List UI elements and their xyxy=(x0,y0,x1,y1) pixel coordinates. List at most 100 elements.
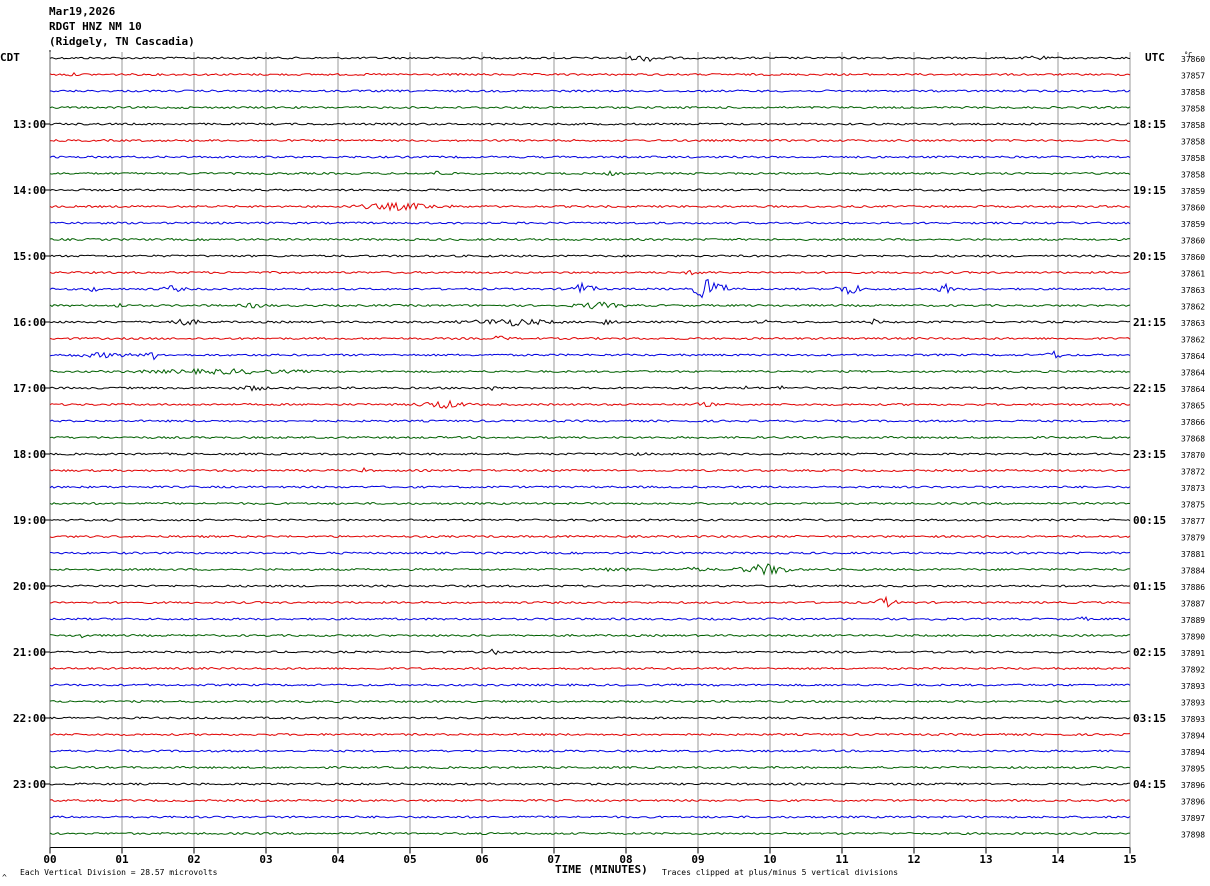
trace-label: 37860 xyxy=(1181,204,1205,213)
trace-label: 37868 xyxy=(1181,435,1205,444)
trace-line xyxy=(49,648,1131,656)
trace-label: 37870 xyxy=(1181,451,1205,460)
trace-line xyxy=(49,683,1131,687)
trace-label: 37860 xyxy=(1181,253,1205,262)
x-tick-label: 04 xyxy=(331,853,345,866)
trace-label: 37858 xyxy=(1181,154,1205,163)
right-time-label: 04:15 xyxy=(1133,778,1166,791)
right-time-label: 00:15 xyxy=(1133,514,1166,527)
trace-label: 37890 xyxy=(1181,633,1205,642)
right-time-label: 19:15 xyxy=(1133,184,1166,197)
trace-label: 37877 xyxy=(1181,517,1205,526)
clip-note: Traces clipped at plus/minus 5 vertical … xyxy=(662,868,898,877)
right-time-label: 01:15 xyxy=(1133,580,1166,593)
trace-label: 37860 xyxy=(1181,237,1205,246)
x-tick-label: 14 xyxy=(1051,853,1065,866)
trace-label: 37894 xyxy=(1181,732,1205,741)
trace-label: 37859 xyxy=(1181,220,1205,229)
trace-line xyxy=(49,350,1131,361)
trace-label: 37863 xyxy=(1181,319,1205,328)
trace-line xyxy=(49,595,1131,608)
trace-label: 37893 xyxy=(1181,699,1205,708)
trace-label: 37892 xyxy=(1181,666,1205,675)
temp-label: °C xyxy=(1184,51,1192,59)
trace-line xyxy=(49,534,1131,539)
trace-label: 37865 xyxy=(1181,402,1205,411)
left-time-label: 13:00 xyxy=(13,118,46,131)
trace-line xyxy=(49,633,1131,639)
left-time-label: 16:00 xyxy=(13,316,46,329)
trace-label: 37862 xyxy=(1181,336,1205,345)
trace-label: 37864 xyxy=(1181,385,1205,394)
trace-line xyxy=(49,254,1131,258)
x-tick-label: 11 xyxy=(835,853,849,866)
right-axis-label: UTC xyxy=(1145,51,1165,64)
trace-line xyxy=(49,71,1131,77)
x-tick-label: 02 xyxy=(187,853,200,866)
x-tick-label: 01 xyxy=(115,853,129,866)
trace-label: 37864 xyxy=(1181,369,1205,378)
trace-label: 37872 xyxy=(1181,468,1205,477)
trace-line xyxy=(49,716,1131,720)
trace-label: 37897 xyxy=(1181,814,1205,823)
trace-line xyxy=(49,749,1131,753)
trace-line xyxy=(49,105,1131,110)
right-time-label: 22:15 xyxy=(1133,382,1166,395)
trace-line xyxy=(49,201,1130,212)
trace-label: 37891 xyxy=(1181,649,1205,658)
trace-label: 37862 xyxy=(1181,303,1205,312)
trace-line xyxy=(49,501,1131,506)
x-tick-label: 03 xyxy=(259,853,272,866)
trace-label: 37887 xyxy=(1181,600,1205,609)
trace-line xyxy=(49,551,1131,555)
trace-line xyxy=(49,616,1131,622)
header-date: Mar19,2026 xyxy=(49,5,116,18)
trace-line xyxy=(49,138,1131,143)
trace-label: 37858 xyxy=(1181,105,1205,114)
trace-label: 37895 xyxy=(1181,765,1205,774)
trace-line xyxy=(49,485,1131,489)
x-tick-label: 09 xyxy=(691,853,704,866)
x-tick-label: 06 xyxy=(475,853,489,866)
trace-line xyxy=(49,732,1131,737)
trace-line xyxy=(49,301,1131,310)
trace-line xyxy=(49,518,1131,522)
x-tick-label: 08 xyxy=(619,853,632,866)
trace-line xyxy=(49,798,1131,803)
right-time-label: 20:15 xyxy=(1133,250,1166,263)
trace-line xyxy=(49,399,1131,409)
trace-line xyxy=(49,831,1131,836)
axis-labels: CDT UTC °C TIME (MINUTES) Each Vertical … xyxy=(0,51,1205,882)
left-time-label: 22:00 xyxy=(13,712,46,725)
scale-note: Each Vertical Division = 28.57 microvolt… xyxy=(20,868,218,877)
trace-line xyxy=(49,221,1131,225)
trace-line xyxy=(49,55,1131,63)
header-location: (Ridgely, TN Cascadia) xyxy=(49,35,195,48)
x-tick-label: 00 xyxy=(43,853,56,866)
right-time-label: 18:15 xyxy=(1133,118,1166,131)
trace-label: 37860 xyxy=(1181,55,1205,64)
trace-label: 37894 xyxy=(1181,748,1205,757)
trace-label: 37898 xyxy=(1181,831,1205,840)
trace-label: 37879 xyxy=(1181,534,1205,543)
trace-group xyxy=(49,55,1131,836)
trace-line xyxy=(49,815,1131,819)
trace-label: 37881 xyxy=(1181,550,1205,559)
trace-label: 37858 xyxy=(1181,88,1205,97)
trace-label: 37858 xyxy=(1181,138,1205,147)
trace-line xyxy=(49,666,1131,671)
left-time-label: 23:00 xyxy=(13,778,46,791)
trace-label: 37859 xyxy=(1181,187,1205,196)
trace-label: 37857 xyxy=(1181,72,1205,81)
x-tick-label: 15 xyxy=(1123,853,1136,866)
trace-line xyxy=(49,419,1131,423)
trace-label: 37873 xyxy=(1181,484,1205,493)
trace-line xyxy=(49,451,1131,456)
trace-label: 37893 xyxy=(1181,715,1205,724)
left-time-label: 17:00 xyxy=(13,382,46,395)
trace-line xyxy=(49,563,1131,576)
trace-line xyxy=(49,122,1131,126)
x-axis-title: TIME (MINUTES) xyxy=(555,863,648,876)
left-time-label: 15:00 xyxy=(13,250,46,263)
trace-label: 37896 xyxy=(1181,798,1205,807)
